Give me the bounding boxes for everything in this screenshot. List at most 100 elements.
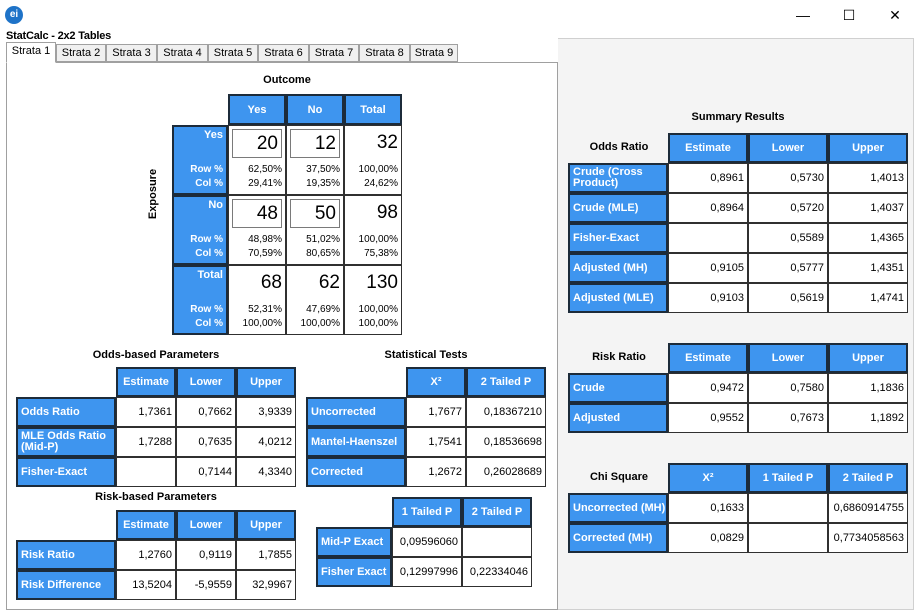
stat-tests-title: Statistical Tests <box>384 349 468 361</box>
summary-chi-header-2tailed: 2 Tailed P <box>828 463 908 493</box>
pct-col: 19,35% <box>306 178 340 189</box>
summary-value: 0,9552 <box>668 403 748 433</box>
col-pct-label: Col % <box>195 178 223 189</box>
odds-value: 0,7144 <box>176 457 236 487</box>
pct-row: 100,00% <box>358 234 398 245</box>
cell-total-yes: 68 52,31% 100,00% <box>228 265 286 335</box>
exposure-label-wrap: Exposure <box>140 168 170 222</box>
exposure-label: Exposure <box>147 168 160 220</box>
summary-chi-row-corrected: Corrected (MH) <box>568 523 668 553</box>
tab-strata-9[interactable]: Strata 9 <box>410 44 458 62</box>
summary-value: 0,7734058563 <box>828 523 908 553</box>
risk-value: 0,9119 <box>176 540 236 570</box>
grand-total-value: 130 <box>366 272 398 293</box>
odds-header-upper: Upper <box>236 367 296 397</box>
odds-header-lower: Lower <box>176 367 236 397</box>
risk-value: 1,7855 <box>236 540 296 570</box>
summary-value: 1,1836 <box>828 373 908 403</box>
summary-chi-row-uncorrected: Uncorrected (MH) <box>568 493 668 523</box>
col-header-yes: Yes <box>228 94 286 125</box>
outcome-label: Outcome <box>263 74 311 86</box>
risk-value: 13,5204 <box>116 570 176 600</box>
summary-value: 0,7580 <box>748 373 828 403</box>
row-header-total-label: Total <box>197 269 223 281</box>
row-header-total: Total Row % Col % <box>172 265 228 335</box>
exact-value: 0,09596060 <box>392 527 462 557</box>
tab-strata-5[interactable]: Strata 5 <box>208 44 258 62</box>
summary-rr-row-adjusted: Adjusted <box>568 403 668 433</box>
summary-title: Summary Results <box>691 111 785 123</box>
pct-col: 100,00% <box>358 318 398 329</box>
tab-strata-3[interactable]: Strata 3 <box>106 44 157 62</box>
summary-value <box>748 493 828 523</box>
summary-rr-header-estimate: Estimate <box>668 343 748 373</box>
maximize-button[interactable]: ☐ <box>842 7 856 23</box>
summary-or-header-estimate: Estimate <box>668 133 748 163</box>
pct-row: 48,98% <box>248 234 282 245</box>
pct-row: 37,50% <box>306 164 340 175</box>
pct-row: 52,31% <box>248 304 282 315</box>
pct-col: 80,65% <box>306 248 340 259</box>
col-pct-label: Col % <box>195 318 223 329</box>
row-pct-label: Row % <box>190 234 223 245</box>
row-header-no-label: No <box>208 199 223 211</box>
summary-value: 1,4365 <box>828 223 908 253</box>
odds-params-title: Odds-based Parameters <box>92 349 220 361</box>
summary-value: 0,8964 <box>668 193 748 223</box>
tab-strata-2[interactable]: Strata 2 <box>56 44 106 62</box>
risk-value: -5,9559 <box>176 570 236 600</box>
total-value: 68 <box>260 272 282 293</box>
odds-row-label-mle: MLE Odds Ratio (Mid-P) <box>16 427 116 457</box>
input-no-no[interactable]: 50 <box>290 199 340 228</box>
odds-header-estimate: Estimate <box>116 367 176 397</box>
tab-strata-7[interactable]: Strata 7 <box>309 44 359 62</box>
tab-strata-4[interactable]: Strata 4 <box>157 44 208 62</box>
risk-header-estimate: Estimate <box>116 510 176 540</box>
title-bar <box>0 0 916 30</box>
pct-row: 100,00% <box>358 304 398 315</box>
exact-header-2tailed: 2 Tailed P <box>462 497 532 527</box>
row-header-no: No Row % Col % <box>172 195 228 265</box>
exact-value: 0,22334046 <box>462 557 532 587</box>
cell-yes-yes: 20 62,50% 29,41% <box>228 125 286 195</box>
summary-value: 0,5730 <box>748 163 828 193</box>
pct-col: 70,59% <box>248 248 282 259</box>
summary-chi-header-1tailed: 1 Tailed P <box>748 463 828 493</box>
summary-value: 1,4351 <box>828 253 908 283</box>
stats-header-2tailed: 2 Tailed P <box>466 367 546 397</box>
odds-value: 1,7361 <box>116 397 176 427</box>
close-button[interactable]: ✕ <box>889 7 901 23</box>
stats-value: 0,18536698 <box>466 427 546 457</box>
odds-value: 4,0212 <box>236 427 296 457</box>
total-value: 32 <box>376 132 398 153</box>
input-yes-yes[interactable]: 20 <box>232 129 282 158</box>
row-header-yes: Yes Row % Col % <box>172 125 228 195</box>
pct-col: 100,00% <box>300 318 340 329</box>
input-no-yes[interactable]: 48 <box>232 199 282 228</box>
stats-value: 1,7541 <box>406 427 466 457</box>
exact-header-1tailed: 1 Tailed P <box>392 497 462 527</box>
tab-strata-8[interactable]: Strata 8 <box>359 44 410 62</box>
tab-strata-6[interactable]: Strata 6 <box>258 44 309 62</box>
cell-no-no: 50 51,02% 80,65% <box>286 195 344 265</box>
stats-row-label-corrected: Corrected <box>306 457 406 487</box>
risk-value: 1,2760 <box>116 540 176 570</box>
exact-row-label-fisher: Fisher Exact <box>316 557 392 587</box>
cell-yes-no: 12 37,50% 19,35% <box>286 125 344 195</box>
pct-row: 100,00% <box>358 164 398 175</box>
pct-row: 51,02% <box>306 234 340 245</box>
summary-value: 0,6860914755 <box>828 493 908 523</box>
minimize-button[interactable]: — <box>796 7 810 23</box>
summary-value: 1,4013 <box>828 163 908 193</box>
app-icon: ei <box>5 6 23 24</box>
tab-strata-1[interactable]: Strata 1 <box>6 42 56 63</box>
summary-value: 0,8961 <box>668 163 748 193</box>
input-yes-no[interactable]: 12 <box>290 129 340 158</box>
total-value: 98 <box>376 202 398 223</box>
row-pct-label: Row % <box>190 164 223 175</box>
odds-value: 1,7288 <box>116 427 176 457</box>
risk-value: 32,9967 <box>236 570 296 600</box>
stats-header-chi2: X² <box>406 367 466 397</box>
risk-row-label-risk-ratio: Risk Ratio <box>16 540 116 570</box>
cell-no-total: 98 100,00% 75,38% <box>344 195 402 265</box>
